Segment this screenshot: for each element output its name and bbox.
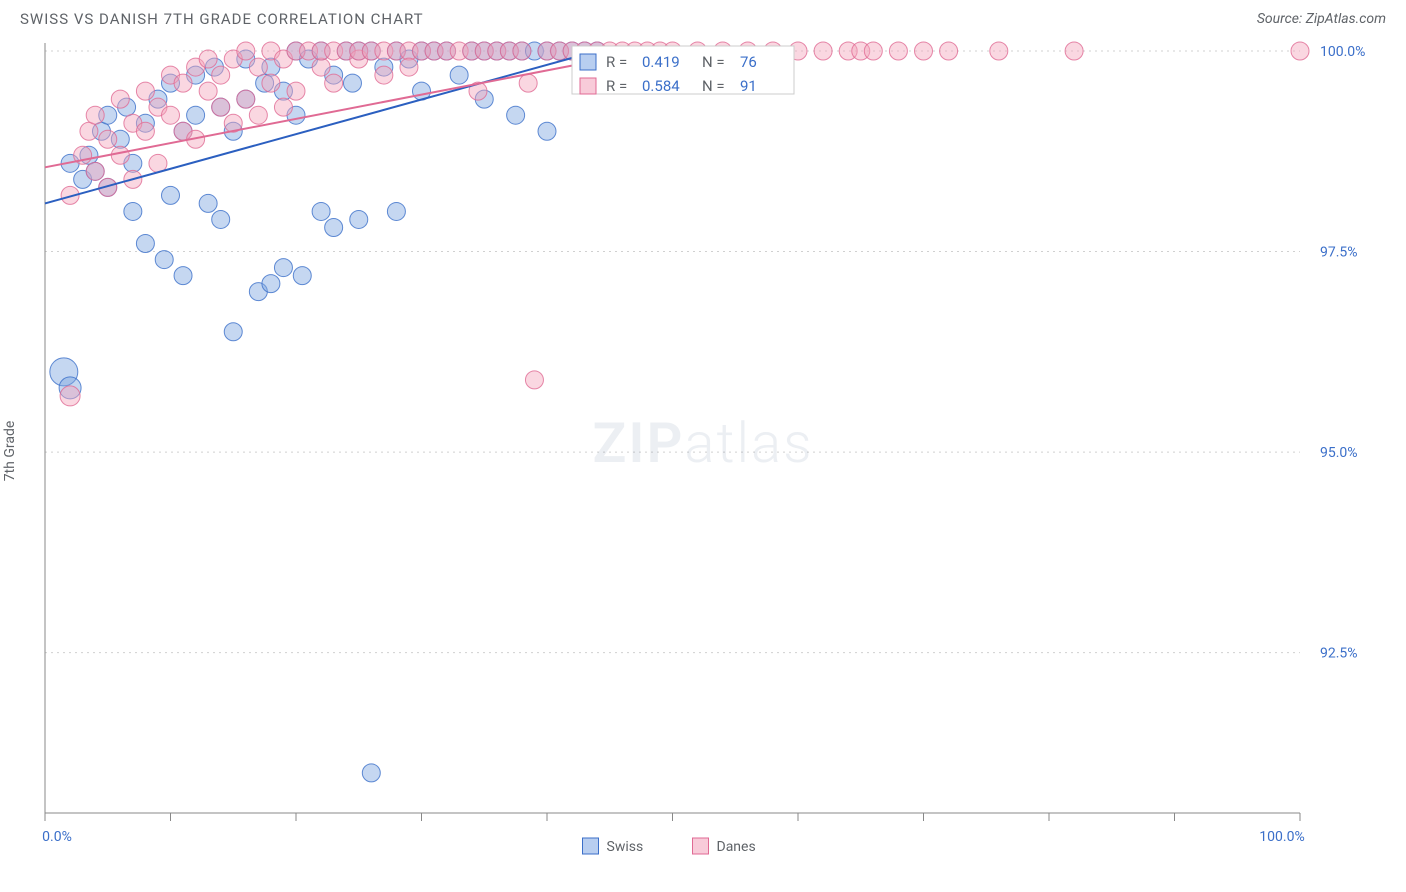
data-point-swiss (274, 259, 292, 277)
data-point-danes (199, 82, 217, 100)
data-point-danes (990, 42, 1008, 60)
chart-container: 7th Grade ZIPatlas 92.5%95.0%97.5%100.0%… (0, 28, 1406, 858)
data-point-danes (199, 50, 217, 68)
legend-label-danes: Danes (717, 839, 756, 855)
stats-n-value: 91 (740, 77, 757, 95)
data-point-danes (940, 42, 958, 60)
data-point-danes (80, 122, 98, 140)
data-point-danes (915, 42, 933, 60)
data-point-danes (86, 162, 104, 180)
data-point-swiss (538, 122, 556, 140)
y-tick-label: 100.0% (1320, 44, 1365, 60)
data-point-danes (814, 42, 832, 60)
data-point-danes (519, 74, 537, 92)
data-point-swiss (174, 267, 192, 285)
data-point-danes (1291, 42, 1309, 60)
data-point-swiss (136, 235, 154, 253)
legend-label-swiss: Swiss (607, 839, 644, 855)
data-point-danes (237, 90, 255, 108)
scatter-plot: 92.5% 95.0% 97.5% 100.0% 0.0% 100.0% R = 0.419 N… (0, 28, 1406, 868)
stats-n-value: 76 (740, 53, 757, 71)
data-point-swiss (155, 251, 173, 269)
stats-r-label: R = (606, 53, 627, 71)
stats-r-value: 0.419 (642, 53, 680, 71)
data-point-danes (212, 98, 230, 116)
data-point-swiss (312, 202, 330, 220)
data-point-swiss (507, 106, 525, 124)
data-point-swiss (350, 210, 368, 228)
data-point-danes (274, 98, 292, 116)
x-tick-label: 0.0% (42, 829, 72, 845)
source-label: Source: ZipAtlas.com (1257, 11, 1386, 27)
data-point-danes (513, 42, 531, 60)
data-point-swiss (124, 202, 142, 220)
y-tick-label: 95.0% (1320, 445, 1358, 461)
data-point-swiss (162, 186, 180, 204)
data-point-swiss (343, 74, 361, 92)
data-point-danes (400, 58, 418, 76)
data-point-danes (249, 58, 267, 76)
data-point-swiss (450, 66, 468, 84)
data-point-danes (864, 42, 882, 60)
data-point-danes (86, 106, 104, 124)
stats-swatch (580, 78, 596, 94)
y-axis-label: 7th Grade (2, 421, 18, 482)
legend-swatch-danes (693, 838, 709, 854)
data-point-danes (162, 106, 180, 124)
data-point-swiss (199, 194, 217, 212)
data-point-swiss (293, 267, 311, 285)
data-point-swiss (224, 323, 242, 341)
data-point-swiss (325, 218, 343, 236)
data-point-danes (375, 66, 393, 84)
data-point-danes (136, 82, 154, 100)
data-point-danes (312, 58, 330, 76)
data-point-danes (136, 122, 154, 140)
data-point-danes (174, 74, 192, 92)
stats-box: R = 0.419 N = 76 R = 0.584 N = 91 (572, 46, 794, 95)
data-point-danes (889, 42, 907, 60)
data-point-danes (60, 386, 80, 406)
data-point-swiss (212, 210, 230, 228)
data-point-swiss (362, 764, 380, 782)
stats-n-label: N = (702, 53, 725, 71)
data-point-danes (1065, 42, 1083, 60)
data-point-swiss (187, 106, 205, 124)
data-point-danes (111, 90, 129, 108)
data-point-danes (325, 74, 343, 92)
data-point-danes (237, 42, 255, 60)
data-point-danes (287, 82, 305, 100)
data-point-danes (525, 371, 543, 389)
data-point-swiss (262, 275, 280, 293)
x-tick-label: 100.0% (1259, 829, 1304, 845)
legend-swatch-swiss (583, 838, 599, 854)
y-tick-label: 92.5% (1320, 646, 1358, 662)
data-point-swiss (387, 202, 405, 220)
stats-swatch (580, 54, 596, 70)
stats-n-label: N = (702, 77, 725, 95)
data-point-danes (249, 106, 267, 124)
stats-r-label: R = (606, 77, 627, 95)
chart-title: SWISS VS DANISH 7TH GRADE CORRELATION CH… (20, 10, 424, 28)
data-point-danes (212, 66, 230, 84)
data-point-danes (262, 74, 280, 92)
stats-r-value: 0.584 (642, 77, 680, 95)
y-tick-label: 97.5% (1320, 245, 1358, 261)
legend: Swiss Danes (583, 838, 756, 855)
data-point-danes (111, 146, 129, 164)
data-point-danes (99, 130, 117, 148)
